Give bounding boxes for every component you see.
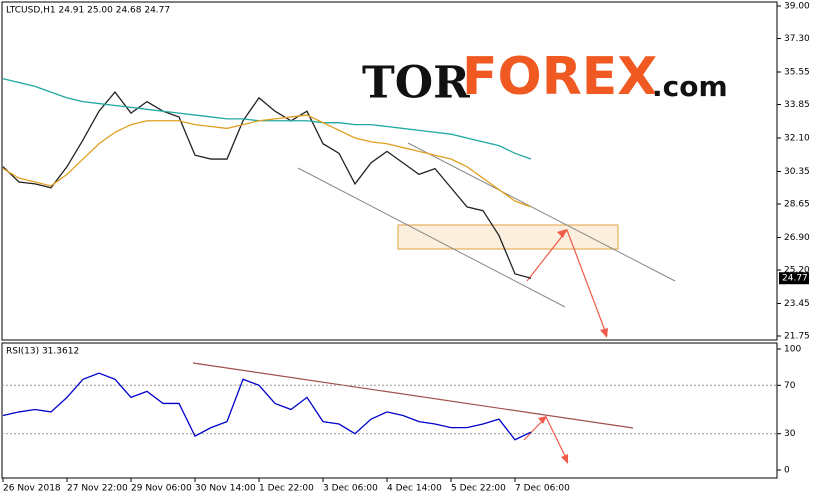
y-tick-label: 32.10 <box>784 134 810 144</box>
rsi-title: RSI(13) 31.3612 <box>6 347 79 357</box>
y-tick-label: 28.65 <box>784 200 810 210</box>
rsi-arrow-heads <box>538 416 568 464</box>
x-tick-label: 1 Dec 22:00 <box>259 484 314 494</box>
rsi-trendline <box>192 362 634 429</box>
x-tick-label: 29 Nov 06:00 <box>131 484 192 494</box>
y-tick-label: 0 <box>784 466 790 476</box>
y-tick-label: 37.30 <box>784 34 810 44</box>
series-line <box>2 114 532 208</box>
rsi-panel <box>1 342 778 479</box>
price-tag-label: 24.77 <box>782 274 808 284</box>
channel-upper <box>407 142 676 282</box>
x-tick-label: 5 Dec 22:00 <box>451 484 506 494</box>
y-tick-label: 100 <box>784 345 801 355</box>
watermark: TOR FOREX .com <box>362 47 728 109</box>
y-tick-label: 70 <box>784 381 796 391</box>
forecast-arrow <box>526 228 608 337</box>
x-tick-label: 4 Dec 14:00 <box>387 484 442 494</box>
watermark-tor: TOR <box>362 58 470 109</box>
channel-lower <box>297 167 566 308</box>
y-tick-label: 30.35 <box>784 167 810 177</box>
y-tick-label: 35.55 <box>784 68 810 78</box>
y-tick-label: 23.45 <box>784 299 810 309</box>
y-tick-label: 21.75 <box>784 332 810 342</box>
price-tag <box>779 272 809 285</box>
x-tick-label: 27 Nov 22:00 <box>67 484 128 494</box>
price-panel <box>1 1 778 341</box>
rsi-arrow <box>523 415 569 463</box>
y-tick-label: 30 <box>784 429 796 439</box>
y-tick-label: 26.90 <box>784 233 810 243</box>
watermark-forex: FOREX <box>462 47 657 107</box>
x-tick-label: 30 Nov 14:00 <box>195 484 256 494</box>
x-tick-label: 7 Dec 06:00 <box>515 484 570 494</box>
series-line <box>2 91 532 279</box>
zone <box>397 224 619 250</box>
series-line <box>2 372 532 441</box>
price-title: LTCUSD,H1 24.91 25.00 24.68 24.77 <box>6 6 170 16</box>
x-tick-label: 3 Dec 06:00 <box>323 484 378 494</box>
y-tick-label: 39.00 <box>784 2 810 12</box>
y-tick-label: 25.20 <box>784 266 810 276</box>
x-tick-label: 26 Nov 2018 <box>3 484 61 494</box>
series-line <box>2 78 532 160</box>
watermark-com: .com <box>652 70 728 103</box>
y-tick-label: 33.85 <box>784 100 810 110</box>
